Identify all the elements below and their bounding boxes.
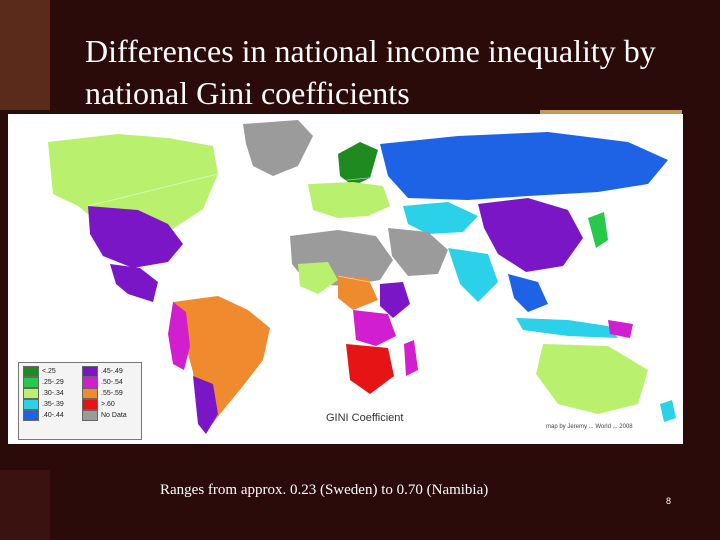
- legend-item: No Data: [82, 410, 137, 421]
- legend-item: .45-.49: [82, 366, 137, 377]
- legend-item: .35-.39: [23, 399, 78, 410]
- legend-swatch: [82, 377, 98, 388]
- left-accent-bar: [0, 0, 50, 110]
- legend-swatch: [23, 410, 39, 421]
- region-china: [478, 198, 583, 272]
- legend-item: <.25: [23, 366, 78, 377]
- legend-item: >.60: [82, 399, 137, 410]
- legend-label: .40-.44: [42, 412, 64, 419]
- region-png: [608, 320, 633, 338]
- legend-label: <.25: [42, 368, 56, 375]
- map-title: GINI Coefficient: [326, 412, 404, 424]
- legend-label: .35-.39: [42, 401, 64, 408]
- region-new-zealand: [660, 400, 676, 422]
- legend-swatch: [82, 399, 98, 410]
- region-brazil: [173, 296, 270, 432]
- legend-grid: <.25 .45-.49 .25-.29 .50-.54 .30-.34 .55-.59.…: [19, 363, 141, 424]
- legend-item: .55-.59: [82, 388, 137, 399]
- region-australia: [536, 344, 648, 414]
- title-accent-line: [540, 110, 682, 116]
- gini-legend: <.25 .45-.49 .25-.29 .50-.54 .30-.34 .55-.59.…: [18, 362, 142, 440]
- legend-item: .50-.54: [82, 377, 137, 388]
- region-central-asia: [403, 202, 478, 234]
- region-india: [448, 248, 498, 302]
- region-japan: [588, 212, 608, 248]
- legend-label: .55-.59: [101, 390, 123, 397]
- legend-swatch: [82, 388, 98, 399]
- region-central-africa: [338, 276, 378, 310]
- slide-caption: Ranges from approx. 0.23 (Sweden) to 0.7…: [160, 482, 489, 498]
- legend-swatch: [23, 399, 39, 410]
- legend-label: .45-.49: [101, 368, 123, 375]
- legend-swatch: [82, 366, 98, 377]
- legend-item: .30-.34: [23, 388, 78, 399]
- region-indonesia: [516, 318, 618, 338]
- region-east-africa: [380, 282, 410, 318]
- page-number: 8: [666, 496, 672, 506]
- world-gini-map: [48, 120, 676, 434]
- region-canada: [48, 134, 218, 254]
- region-middle-east: [388, 228, 448, 276]
- region-southern-central-africa: [353, 310, 396, 346]
- legend-item: .25-.29: [23, 377, 78, 388]
- world-map-panel: <.25 .45-.49 .25-.29 .50-.54 .30-.34 .55-.59.…: [8, 114, 683, 444]
- region-madagascar: [404, 340, 418, 376]
- legend-swatch: [82, 410, 98, 421]
- map-source-note: map by Jeremy ... World ... 2008: [546, 424, 633, 430]
- region-russia: [380, 132, 668, 200]
- region-greenland: [243, 120, 313, 176]
- region-mexico: [110, 264, 158, 302]
- region-andes: [168, 302, 190, 370]
- slide-title: Differences in national income inequalit…: [85, 33, 656, 111]
- legend-label: .30-.34: [42, 390, 64, 397]
- region-southeast-asia: [508, 274, 548, 312]
- legend-swatch: [23, 366, 39, 377]
- legend-label: .50-.54: [101, 379, 123, 386]
- region-sahel: [298, 262, 338, 294]
- region-argentina: [193, 376, 218, 434]
- legend-swatch: [23, 388, 39, 399]
- legend-label: .25-.29: [42, 379, 64, 386]
- bottom-accent-bar: [0, 470, 50, 540]
- region-usa: [88, 206, 183, 268]
- region-europe: [308, 182, 390, 218]
- legend-swatch: [23, 377, 39, 388]
- region-scandinavia: [338, 142, 378, 186]
- legend-item: .40-.44: [23, 410, 78, 421]
- legend-label: >.60: [101, 401, 115, 408]
- legend-label: No Data: [101, 412, 127, 419]
- region-southern-africa: [346, 344, 394, 394]
